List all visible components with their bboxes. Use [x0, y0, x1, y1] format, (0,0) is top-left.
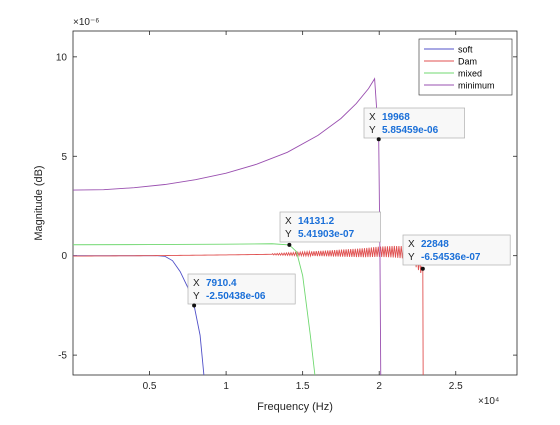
x-tick-label: 0.5: [143, 381, 157, 392]
datatip-marker: [376, 137, 381, 142]
x-tick-label: 2: [376, 381, 382, 392]
datatip-box: [363, 107, 465, 139]
datatip-y-value: 5.85459e-06: [382, 125, 439, 136]
datatip-box: [187, 273, 296, 305]
x-tick-label: 2.5: [449, 381, 463, 392]
x-exponent-label: ×10⁴: [478, 396, 499, 407]
legend-label: soft: [458, 45, 473, 55]
y-tick-label: -5: [58, 351, 67, 362]
y-tick-label: 0: [61, 251, 67, 262]
datatip-y-value: -6.54536e-07: [421, 252, 481, 263]
series-line-dam: [73, 245, 424, 375]
x-tick-label: 1: [223, 381, 229, 392]
datatip-marker: [192, 303, 197, 308]
datatip-box: [402, 234, 511, 266]
y-exponent-label: ×10⁻⁶: [73, 17, 99, 28]
x-tick-label: 1.5: [296, 381, 310, 392]
datatip-y-label: Y: [193, 291, 200, 302]
datatip-x-value: 7910.4: [206, 278, 237, 289]
legend-label: mixed: [458, 69, 482, 79]
axis-ticks: 0.5 1 1.5 2 2.5 -5 0 5 10: [56, 31, 517, 392]
datatip-x-label: X: [408, 239, 415, 250]
legend: soft Dam mixed minimum: [418, 38, 513, 96]
datatip-marker: [420, 266, 425, 271]
datatip-x-label: X: [193, 278, 200, 289]
datatip-x-value: 19968: [382, 112, 410, 123]
datatip-y-label: Y: [408, 252, 415, 263]
datatip-x-label: X: [369, 112, 376, 123]
datatip-x-label: X: [285, 216, 292, 227]
datatip-y-value: -2.50438e-06: [206, 291, 266, 302]
y-tick-label: 10: [56, 52, 68, 63]
legend-box: [418, 38, 513, 96]
datatip-marker: [287, 242, 292, 247]
y-tick-label: 5: [61, 152, 67, 163]
datatip-y-value: 5.41903e-07: [298, 229, 355, 240]
datatip-x-value: 22848: [421, 239, 449, 250]
datatip-box: [279, 211, 381, 243]
datatip-x-value: 14131.2: [298, 216, 335, 227]
legend-label: minimum: [458, 81, 495, 91]
y-axis-label: Magnitude (dB): [33, 165, 45, 240]
datatips: X 7910.4 Y -2.50438e-06 X 14131.2 Y 5.41903e-07…: [187, 107, 511, 308]
datatip-y-label: Y: [285, 229, 292, 240]
x-axis-label: Frequency (Hz): [257, 401, 333, 413]
legend-label: Dam: [458, 57, 477, 67]
datatip-y-label: Y: [369, 125, 376, 136]
